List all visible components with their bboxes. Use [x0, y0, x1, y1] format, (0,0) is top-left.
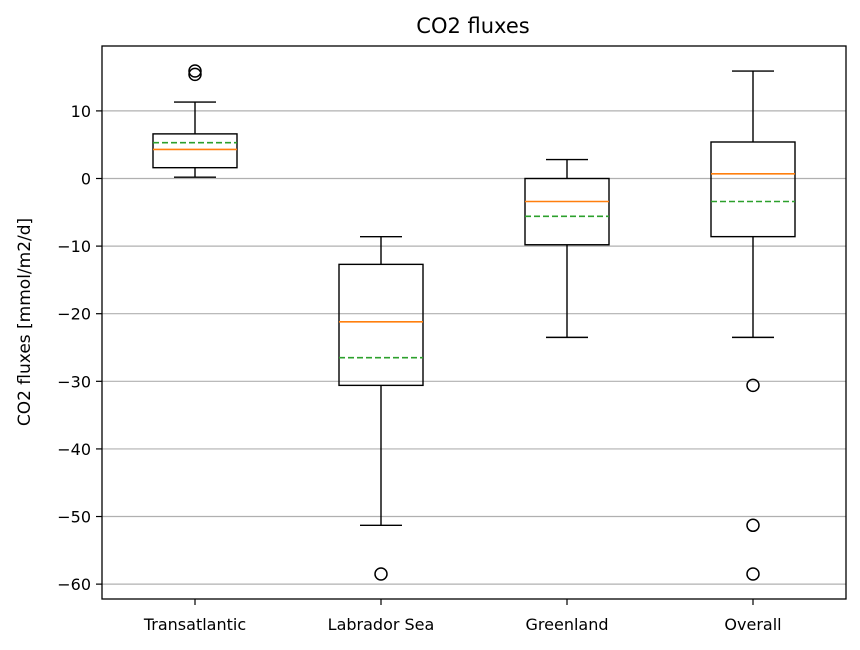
outlier-point: [746, 378, 760, 393]
y-tick-label: 10: [71, 102, 91, 121]
iqr-box: [338, 263, 424, 387]
y-axis-ticks: 10 0 −10 −20 −30 −40 −50 −60: [57, 102, 102, 594]
boxes-layer: [152, 64, 796, 581]
y-tick-label: −50: [57, 508, 91, 527]
plot-frame: [101, 45, 847, 600]
y-tick-label: −40: [57, 440, 91, 459]
y-tick-label: −10: [57, 237, 91, 256]
outlier-point: [746, 567, 760, 581]
box-greenland: [524, 158, 610, 339]
y-axis-label: CO2 fluxes [mmol/m2/d]: [15, 218, 35, 426]
outlier-point: [374, 567, 388, 581]
iqr-box: [152, 133, 238, 169]
x-tick-label: Labrador Sea: [328, 615, 435, 634]
box-transatlantic: [152, 64, 238, 178]
y-tick-label: 0: [81, 170, 91, 189]
x-axis-ticks: Transatlantic Labrador Sea Greenland Overal…: [143, 599, 782, 634]
x-tick-label: Overall: [724, 615, 781, 634]
y-tick-label: −60: [57, 575, 91, 594]
iqr-box: [710, 141, 796, 238]
box-overall: [710, 70, 796, 581]
x-tick-label: Transatlantic: [143, 615, 246, 634]
iqr-box: [524, 177, 610, 246]
chart-title: CO2 fluxes: [416, 14, 529, 38]
box-labrador-sea: [338, 235, 424, 581]
y-tick-label: −20: [57, 305, 91, 324]
outlier-point: [188, 67, 202, 82]
grid-lines: [102, 110, 846, 585]
x-tick-label: Greenland: [526, 615, 609, 634]
y-tick-label: −30: [57, 372, 91, 391]
outlier-point: [188, 64, 202, 78]
outlier-point: [746, 518, 760, 533]
